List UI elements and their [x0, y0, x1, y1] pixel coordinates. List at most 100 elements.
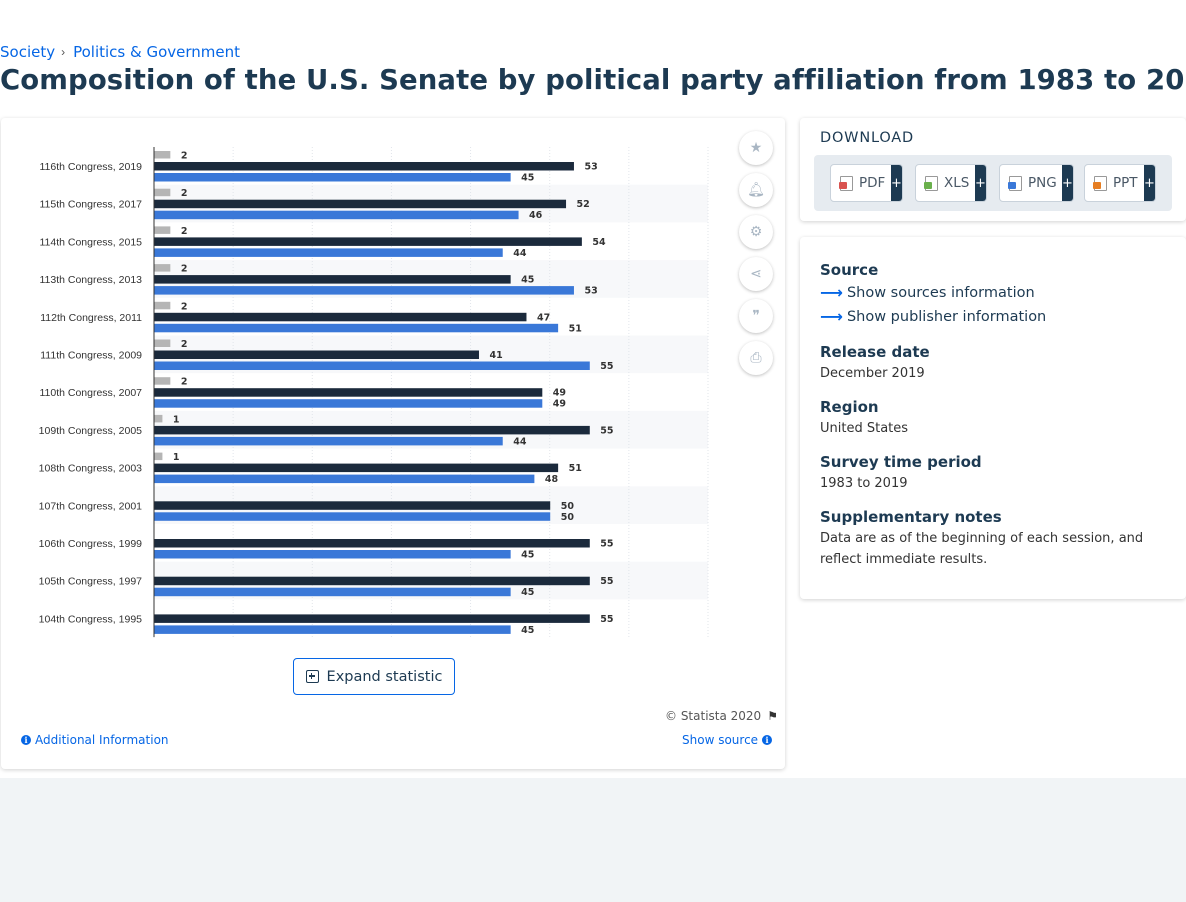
bar-other: [154, 414, 163, 423]
pdf-file-icon: [839, 175, 853, 191]
plus-icon: +: [975, 165, 986, 201]
bar-democrats: [154, 173, 511, 182]
category-label: 109th Congress, 2005: [39, 425, 142, 437]
survey-period-value: 1983 to 2019: [820, 476, 908, 491]
data-label: 55: [600, 576, 613, 587]
data-label: 55: [600, 539, 613, 550]
region-value: United States: [820, 421, 909, 436]
xls-file-icon: [924, 175, 938, 191]
bar-republicans: [154, 237, 582, 246]
bar-republicans: [154, 614, 590, 623]
bar-democrats: [154, 248, 503, 257]
show-sources-label: Show sources information: [846, 284, 1035, 301]
expand-statistic-button[interactable]: Expand statistic: [293, 658, 455, 695]
download-ppt-label: PPT: [1113, 175, 1138, 191]
category-label: 108th Congress, 2003: [39, 463, 142, 475]
info-icon: i: [762, 735, 773, 745]
bar-republicans: [154, 501, 551, 510]
data-label: 44: [513, 248, 527, 259]
print-icon[interactable]: ⎙: [739, 341, 773, 375]
bell-icon[interactable]: 🔔︎: [739, 173, 773, 207]
copyright: © Statista 2020 ⚑: [665, 709, 778, 723]
bar-other: [154, 151, 171, 159]
bar-republicans: [154, 312, 527, 322]
plus-icon: +: [1062, 165, 1073, 201]
download-pdf-label: PDF: [859, 175, 886, 191]
plus-icon: +: [891, 165, 902, 201]
data-label: 2: [181, 188, 188, 199]
data-label: 50: [561, 512, 575, 523]
chart-toolbar: ★ 🔔︎ ⚙ ⋖ ❞ ⎙: [739, 131, 773, 383]
share-icon[interactable]: ⋖: [739, 257, 773, 291]
gear-icon[interactable]: ⚙: [739, 215, 773, 249]
data-label: 2: [181, 151, 188, 162]
info-icon: i: [21, 735, 31, 745]
category-label: 116th Congress, 2019: [39, 161, 142, 173]
category-label: 112th Congress, 2011: [40, 312, 142, 324]
bar-other: [154, 452, 163, 461]
show-sources-link[interactable]: ⟶ Show sources information: [820, 283, 1035, 302]
bar-democrats: [154, 625, 511, 634]
metadata-card: Source ⟶ Show sources information ⟶ Show…: [800, 237, 1186, 599]
bar-other: [154, 226, 171, 234]
download-bar: PDF + XLS + PNG + PPT +: [814, 155, 1172, 211]
flag-icon[interactable]: ⚑: [767, 709, 778, 723]
data-label: 55: [600, 361, 613, 372]
release-date-value: December 2019: [820, 366, 925, 381]
data-label: 52: [577, 199, 590, 210]
bar-republicans: [154, 162, 574, 171]
additional-information-link[interactable]: i Additional Information: [21, 733, 169, 747]
bar-democrats: [154, 550, 511, 559]
bar-other: [154, 377, 171, 385]
breadcrumb-politics[interactable]: Politics & Government: [73, 43, 241, 61]
download-title: DOWNLOAD: [820, 130, 914, 146]
plus-icon: +: [1144, 165, 1155, 201]
data-label: 47: [537, 312, 550, 323]
data-label: 51: [569, 463, 582, 474]
source-label: Source: [820, 261, 879, 279]
bar-other: [154, 264, 171, 272]
download-png-button[interactable]: PNG +: [999, 164, 1074, 202]
quote-icon[interactable]: ❞: [739, 299, 773, 333]
category-label: 111th Congress, 2009: [40, 350, 142, 362]
png-file-icon: [1008, 175, 1022, 191]
download-ppt-button[interactable]: PPT +: [1084, 164, 1156, 202]
show-source-link[interactable]: Show source i: [682, 733, 773, 747]
star-icon[interactable]: ★: [739, 131, 773, 165]
show-publisher-label: Show publisher information: [846, 308, 1047, 325]
bar-democrats: [154, 587, 511, 597]
ppt-file-icon: [1093, 175, 1107, 191]
data-label: 49: [553, 388, 566, 399]
bar-republicans: [154, 350, 479, 359]
page-title: Composition of the U.S. Senate by politi…: [0, 64, 1186, 96]
data-label: 46: [529, 210, 543, 221]
bar-other: [154, 339, 171, 347]
bar-other: [154, 188, 171, 197]
download-xls-button[interactable]: XLS +: [915, 164, 987, 202]
bar-republicans: [154, 425, 590, 435]
bar-republicans: [154, 463, 559, 473]
category-label: 106th Congress, 1999: [39, 538, 142, 550]
bar-democrats: [154, 323, 559, 333]
category-label: 110th Congress, 2007: [39, 387, 142, 399]
supplementary-notes-label: Supplementary notes: [820, 508, 1002, 526]
arrow-right-icon: ⟶: [820, 307, 843, 326]
download-card: DOWNLOAD PDF + XLS + PNG + PPT +: [800, 118, 1186, 221]
additional-info-label: Additional Information: [35, 733, 169, 747]
supplementary-notes-value: Data are as of the beginning of each ses…: [820, 531, 1144, 567]
bar-democrats: [154, 361, 590, 370]
show-source-label: Show source: [682, 733, 759, 747]
data-label: 1: [173, 414, 180, 425]
bar-democrats: [154, 436, 503, 446]
category-label: 114th Congress, 2015: [39, 236, 142, 248]
data-label: 49: [553, 399, 566, 410]
download-pdf-button[interactable]: PDF +: [830, 164, 903, 202]
bar-chart: 116th Congress, 2019 2 53 45 115th Congress,…: [39, 147, 709, 638]
data-label: 45: [521, 550, 534, 561]
show-publisher-link[interactable]: ⟶ Show publisher information: [820, 307, 1046, 326]
category-label: 115th Congress, 2017: [39, 199, 142, 211]
breadcrumb-society[interactable]: Society: [0, 43, 56, 61]
expand-label: Expand statistic: [326, 668, 443, 685]
data-label: 45: [521, 275, 534, 286]
data-label: 50: [561, 501, 575, 512]
